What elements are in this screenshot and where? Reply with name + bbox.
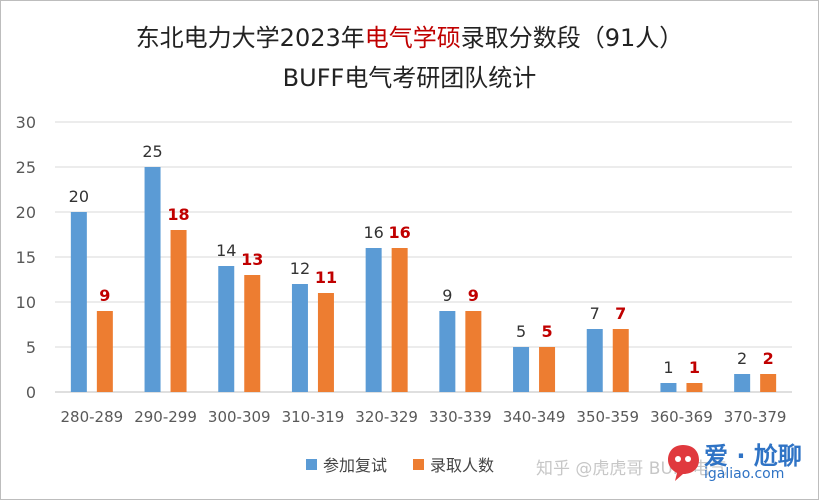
data-label-series2: 13 — [241, 250, 263, 269]
chart-title: 东北电力大学2023年电气学硕录取分数段（91人） — [135, 24, 684, 52]
x-tick-label: 290-299 — [134, 408, 197, 426]
bar-series2 — [612, 329, 629, 392]
bar-series1 — [586, 329, 603, 392]
data-label-series1: 2 — [737, 349, 747, 368]
data-label-series2: 18 — [167, 205, 189, 224]
bar-series1 — [365, 248, 382, 392]
logo-brand: 爱 · 尬聊 — [704, 442, 802, 470]
bar-series2 — [760, 374, 777, 392]
legend-label-series1: 参加复试 — [323, 456, 388, 475]
data-label-series2: 5 — [541, 322, 552, 341]
data-label-series2: 9 — [468, 286, 479, 305]
bar-series2 — [244, 275, 261, 392]
x-tick-label: 330-339 — [429, 408, 492, 426]
data-label-series2: 1 — [689, 358, 700, 377]
data-label-series1: 5 — [516, 322, 526, 341]
y-tick-label: 25 — [16, 158, 36, 177]
y-tick-label: 0 — [26, 383, 36, 402]
data-label-series2: 11 — [315, 268, 337, 287]
bar-series1 — [144, 167, 161, 392]
x-tick-label: 340-349 — [503, 408, 566, 426]
legend: 参加复试 录取人数 — [306, 452, 494, 476]
x-tick-label: 320-329 — [355, 408, 418, 426]
bar-series2 — [539, 347, 556, 392]
bar-series2 — [686, 383, 703, 392]
bar-series2 — [170, 230, 187, 392]
data-label-series1: 7 — [590, 304, 600, 323]
x-tick-label: 310-319 — [282, 408, 345, 426]
bar-series1 — [70, 212, 87, 392]
x-tick-label: 370-379 — [724, 408, 787, 426]
x-tick-label: 280-289 — [61, 408, 124, 426]
data-label-series1: 9 — [442, 286, 452, 305]
data-label-series1: 12 — [290, 259, 310, 278]
bar-series2 — [465, 311, 482, 392]
bar-series1 — [660, 383, 677, 392]
x-tick-label: 360-369 — [650, 408, 713, 426]
x-tick-label: 350-359 — [576, 408, 639, 426]
y-tick-label: 5 — [26, 338, 36, 357]
bar-series1 — [439, 311, 456, 392]
bar-series2 — [317, 293, 334, 392]
bar-series2 — [96, 311, 113, 392]
logo-url: igaliao.com — [704, 466, 785, 482]
y-tick-label: 10 — [16, 293, 36, 312]
bar-series2 — [391, 248, 408, 392]
data-label-series1: 16 — [363, 223, 383, 242]
legend-label-series2: 录取人数 — [430, 456, 495, 475]
y-tick-label: 15 — [16, 248, 36, 267]
site-logo: 爱 · 尬聊 igaliao.com — [664, 434, 814, 490]
title-highlight: 电气学硕 — [364, 24, 461, 52]
data-label-series2: 7 — [615, 304, 626, 323]
data-label-series2: 2 — [763, 349, 774, 368]
speech-bubble-icon — [668, 445, 699, 481]
bar-series1 — [734, 374, 751, 392]
data-label-series1: 25 — [142, 142, 162, 161]
x-tick-label: 300-309 — [208, 408, 271, 426]
legend-swatch-series2 — [413, 458, 425, 470]
y-tick-label: 30 — [16, 113, 36, 132]
bar-series1 — [513, 347, 530, 392]
bar-series1 — [291, 284, 308, 392]
y-tick-label: 20 — [16, 203, 36, 222]
data-label-series2: 16 — [389, 223, 411, 242]
bar-series1 — [218, 266, 235, 392]
data-label-series1: 20 — [69, 187, 89, 206]
data-label-series2: 9 — [99, 286, 110, 305]
chart-subtitle: BUFF电气考研团队统计 — [282, 64, 537, 92]
legend-swatch-series1 — [306, 458, 317, 470]
data-label-series1: 1 — [663, 358, 673, 377]
data-label-series1: 14 — [216, 241, 236, 260]
